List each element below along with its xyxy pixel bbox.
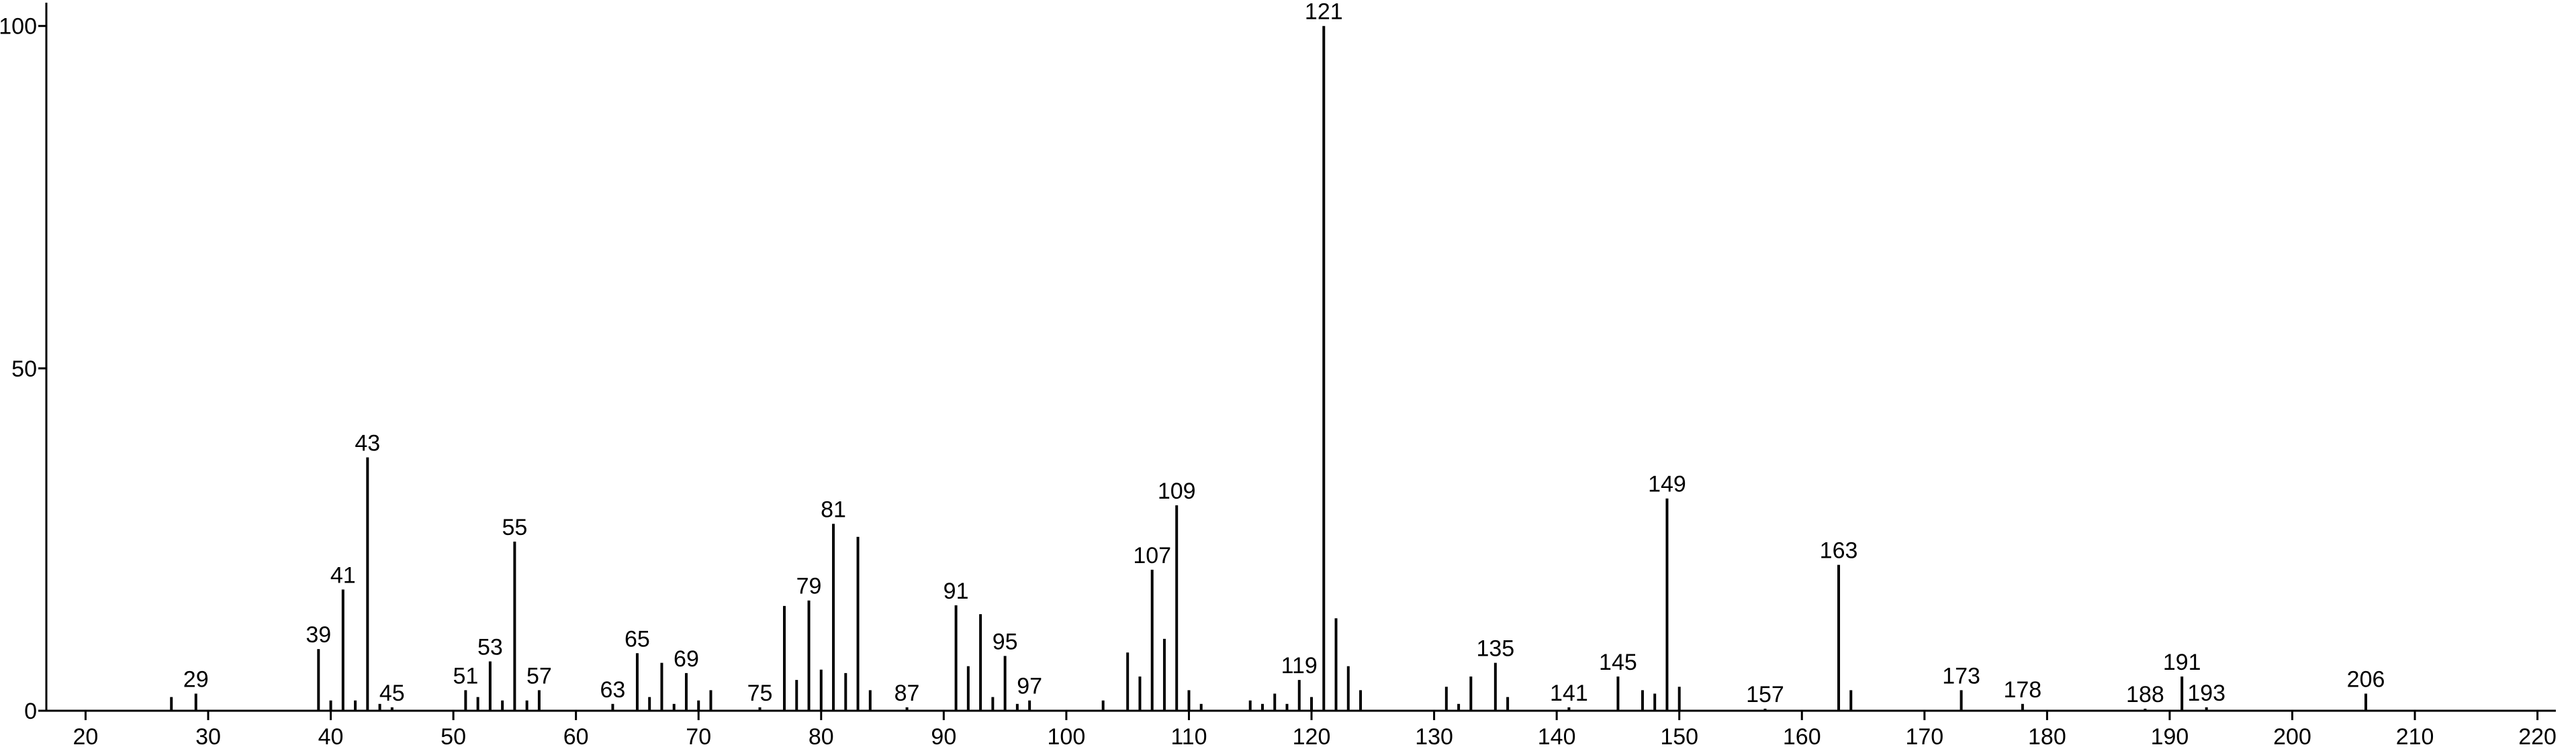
peak-label: 53 (477, 635, 503, 660)
peak-label: 121 (1305, 0, 1343, 25)
peak-label: 145 (1599, 650, 1637, 675)
x-tick-label: 220 (2518, 724, 2557, 749)
x-tick-label: 210 (2396, 724, 2434, 749)
x-tick-label: 60 (563, 724, 589, 749)
peak-label: 97 (1017, 674, 1042, 699)
peak-label: 91 (944, 579, 969, 604)
peak-label: 45 (379, 681, 405, 706)
peak-label: 135 (1476, 636, 1514, 662)
peak-label: 81 (821, 497, 846, 522)
peak-label: 206 (2347, 666, 2385, 692)
peak-label: 141 (1550, 681, 1588, 706)
peak-label: 55 (502, 515, 527, 540)
x-tick-label: 160 (1783, 724, 1821, 749)
peak-label: 173 (1942, 663, 1980, 689)
peak-label: 119 (1281, 653, 1318, 679)
peak-label: 79 (796, 574, 822, 599)
peak-label: 157 (1746, 682, 1784, 707)
y-tick-label: 50 (11, 356, 37, 382)
peak-label: 43 (355, 430, 380, 456)
peak-label: 51 (453, 663, 478, 689)
x-tick-label: 150 (1660, 724, 1698, 749)
x-tick-label: 200 (2273, 724, 2311, 749)
peak-label: 107 (1133, 543, 1171, 568)
y-tick-label: 100 (0, 14, 37, 40)
x-tick-label: 140 (1538, 724, 1576, 749)
peak-label: 178 (2003, 677, 2041, 703)
peak-label: 95 (993, 629, 1018, 654)
peak-label: 39 (306, 622, 331, 648)
peak-label: 193 (2187, 681, 2225, 706)
peak-label: 149 (1648, 472, 1686, 497)
peak-label: 63 (600, 677, 626, 703)
x-tick-label: 110 (1170, 724, 1207, 749)
x-tick-label: 20 (73, 724, 99, 749)
peak-label: 69 (674, 646, 699, 672)
peak-label: 163 (1820, 538, 1858, 564)
x-tick-label: 120 (1293, 724, 1331, 749)
x-tick-label: 80 (809, 724, 834, 749)
x-tick-label: 100 (1048, 724, 1086, 749)
x-tick-label: 170 (1905, 724, 1943, 749)
x-tick-label: 50 (441, 724, 466, 749)
peak-label: 87 (894, 681, 920, 706)
peak-label: 29 (183, 666, 209, 692)
peak-label: 41 (330, 562, 356, 588)
x-tick-label: 30 (195, 724, 221, 749)
x-tick-label: 40 (318, 724, 344, 749)
x-tick-label: 90 (931, 724, 956, 749)
peak-label: 57 (526, 663, 552, 689)
peak-label: 65 (625, 626, 650, 652)
x-tick-label: 70 (686, 724, 711, 749)
x-tick-label: 180 (2028, 724, 2066, 749)
peak-label: 109 (1158, 479, 1196, 504)
x-tick-label: 190 (2151, 724, 2189, 749)
y-tick-label: 0 (24, 699, 37, 724)
peak-label: 75 (747, 681, 773, 706)
x-tick-label: 130 (1415, 724, 1453, 749)
peak-label: 188 (2126, 682, 2164, 707)
peak-label: 191 (2163, 650, 2201, 675)
